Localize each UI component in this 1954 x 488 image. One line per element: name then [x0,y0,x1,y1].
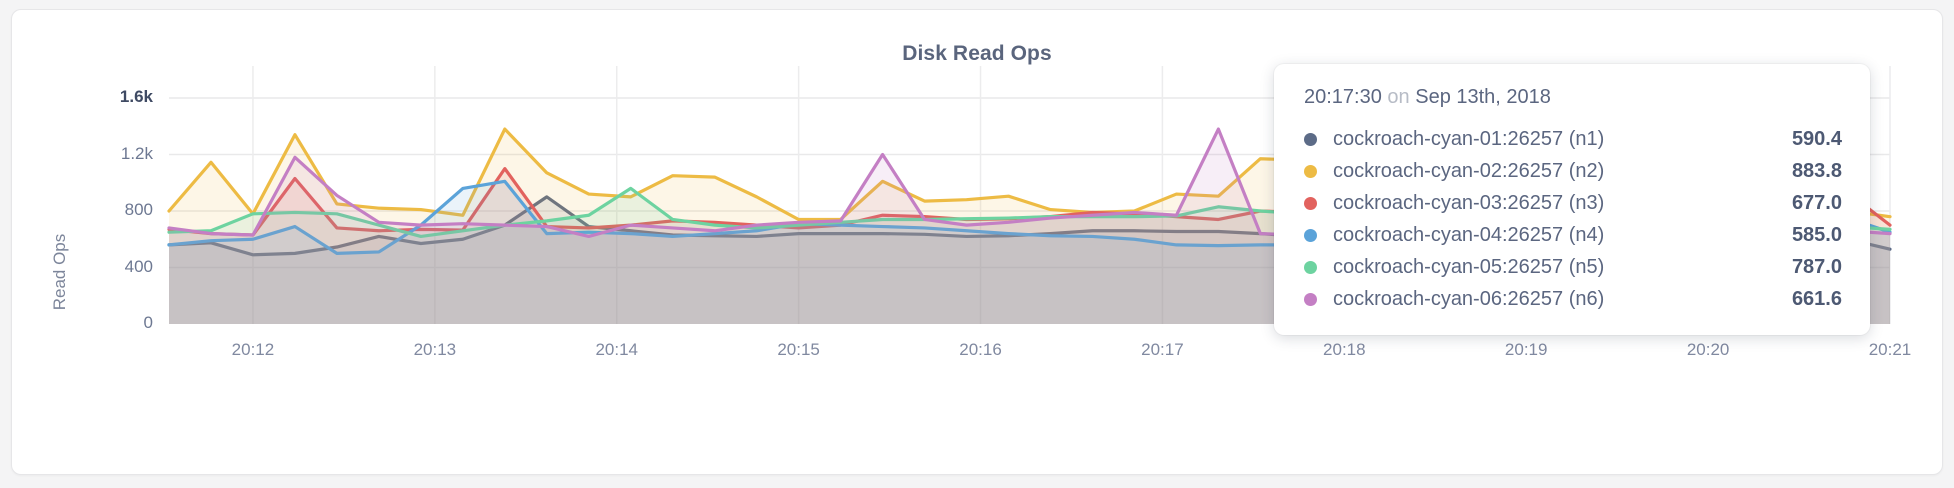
tooltip-series-name: cockroach-cyan-06:26257 (n6) [1333,287,1605,310]
x-axis-tick-label: 20:13 [413,340,457,359]
y-axis-tick-label: 1.2k [120,143,153,163]
x-axis-tick-label: 20:17 [1141,340,1184,359]
tooltip-series-value: 661.6 [1791,287,1842,310]
tooltip-series-name: cockroach-cyan-01:26257 (n1) [1333,127,1605,150]
page-title: Disk Read Ops [902,42,1052,65]
x-axis-tick-label: 20:18 [1323,340,1366,359]
tooltip-on-label: on [1387,86,1410,108]
tooltip-series-value: 787.0 [1791,255,1842,278]
series-color-dot-icon [1304,164,1317,178]
series-color-dot-icon [1304,292,1317,306]
x-axis-tick-label: 20:15 [777,340,820,359]
tooltip-series-name: cockroach-cyan-05:26257 (n5) [1333,255,1605,278]
tooltip-series-value: 883.8 [1791,159,1842,182]
tooltip-series-row: cockroach-cyan-03:26257 (n3) 677.0 [1304,187,1842,219]
y-axis-tick-label: 1.6k [119,87,153,106]
tooltip-series-value: 677.0 [1791,191,1842,214]
tooltip-series-row: cockroach-cyan-02:26257 (n2) 883.8 [1304,155,1842,187]
x-axis-tick-label: 20:20 [1686,340,1730,359]
series-color-dot-icon [1304,196,1317,210]
tooltip-series-value: 590.4 [1791,127,1842,150]
x-axis-tick-label: 20:16 [959,340,1002,359]
series-color-dot-icon [1304,132,1317,146]
y-axis-tick-label: 0 [143,313,153,332]
tooltip-series-name: cockroach-cyan-02:26257 (n2) [1333,159,1605,182]
tooltip-series-name: cockroach-cyan-04:26257 (n4) [1333,223,1605,246]
x-axis-tick-label: 20:19 [1504,340,1548,359]
tooltip-timestamp: 20:17:30 on Sep 13th, 2018 [1304,86,1842,109]
x-axis-tick-label: 20:14 [595,340,638,359]
y-axis-title: Read Ops [50,233,69,311]
tooltip-series-list: cockroach-cyan-01:26257 (n1) 590.4 cockroa… [1304,123,1842,315]
series-color-dot-icon [1304,260,1317,274]
tooltip-time: 20:17:30 [1304,86,1382,108]
series-color-dot-icon [1304,228,1317,242]
tooltip-series-row: cockroach-cyan-06:26257 (n6) 661.6 [1304,283,1842,315]
tooltip-series-value: 585.0 [1791,223,1842,246]
x-axis-tick-label: 20:12 [231,340,275,359]
hover-tooltip: 20:17:30 on Sep 13th, 2018 cockroach-cya… [1274,64,1870,335]
tooltip-date: Sep 13th, 2018 [1415,86,1551,108]
tooltip-series-row: cockroach-cyan-05:26257 (n5) 787.0 [1304,251,1842,283]
tooltip-series-row: cockroach-cyan-04:26257 (n4) 585.0 [1304,219,1842,251]
tooltip-series-row: cockroach-cyan-01:26257 (n1) 590.4 [1304,123,1842,155]
x-axis-tick-label: 20:21 [1868,340,1912,359]
y-axis-tick-label: 400 [124,256,153,276]
tooltip-series-name: cockroach-cyan-03:26257 (n3) [1333,191,1605,214]
y-axis-tick-label: 800 [124,200,153,219]
disk-read-ops-chart-card: Disk Read Ops Read Ops 1.6k 1.2k 800 400 0 2… [11,9,1943,475]
